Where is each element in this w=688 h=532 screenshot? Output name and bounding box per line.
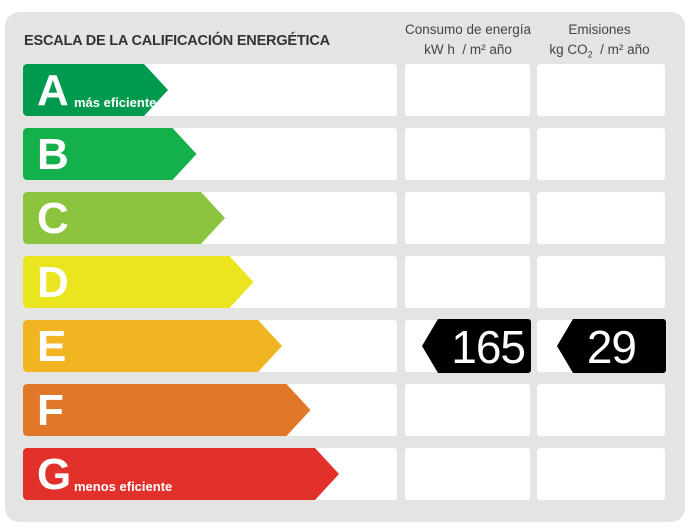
rating-row-g: G menos eficiente: [0, 448, 688, 500]
emisiones-unit-sub: 2: [587, 49, 593, 60]
rating-row-f: F: [0, 384, 688, 436]
consumo-cell: [405, 64, 530, 116]
emisiones-unit-a: kg CO: [549, 42, 588, 57]
rating-letter: E: [37, 322, 67, 371]
emisiones-cell: [537, 64, 665, 116]
label-title: ESCALA DE LA CALIFICACIÓN ENERGÉTICA: [24, 33, 330, 49]
emisiones-cell: [537, 448, 665, 500]
emisiones-header: Emisiones kg CO2 / m² año: [532, 20, 667, 65]
consumo-header: Consumo de energía kW h / m² año: [398, 20, 538, 60]
emisiones-cell: [537, 128, 665, 180]
rating-letter: D: [37, 258, 69, 307]
rating-row-b: B: [0, 128, 688, 180]
rating-letter: G: [37, 450, 72, 499]
emisiones-cell: [537, 256, 665, 308]
rating-arrow-d: D: [23, 256, 254, 308]
emisiones-unit-b: / m² año: [592, 42, 650, 57]
consumo-header-unit: kW h / m² año: [424, 42, 512, 57]
rating-letter: A: [37, 66, 69, 115]
rating-row-d: D: [0, 256, 688, 308]
emisiones-header-title: Emisiones: [568, 22, 631, 37]
rating-arrow-e: E: [23, 320, 282, 372]
rating-row-c: C: [0, 192, 688, 244]
emisiones-header-unit: kg CO2 / m² año: [532, 40, 667, 65]
consumo-cell: [405, 128, 530, 180]
consumo-cell: [405, 448, 530, 500]
rating-row-e: E 165 29: [0, 319, 688, 373]
emisiones-cell: [537, 192, 665, 244]
consumo-cell: [405, 256, 530, 308]
rating-sublabel: menos eficiente: [74, 479, 173, 494]
rating-arrow-b: B: [23, 128, 197, 180]
rating-arrow-a: A más eficiente: [23, 64, 168, 116]
consumo-cell: [405, 192, 530, 244]
consumo-header-title: Consumo de energía: [404, 22, 532, 37]
rating-row-a: A más eficiente: [0, 64, 688, 116]
rating-letter: C: [37, 194, 69, 243]
rating-letter: F: [37, 386, 64, 435]
rating-letter: B: [37, 130, 69, 179]
rating-sublabel: más eficiente: [74, 95, 157, 110]
consumo-cell: [405, 384, 530, 436]
rating-arrow-g: G menos eficiente: [23, 448, 339, 500]
rating-arrow-f: F: [23, 384, 311, 436]
emisiones-cell: [537, 384, 665, 436]
emisiones-indicator: 29: [557, 319, 666, 373]
consumo-indicator: 165: [422, 319, 531, 373]
rating-arrow-c: C: [23, 192, 225, 244]
